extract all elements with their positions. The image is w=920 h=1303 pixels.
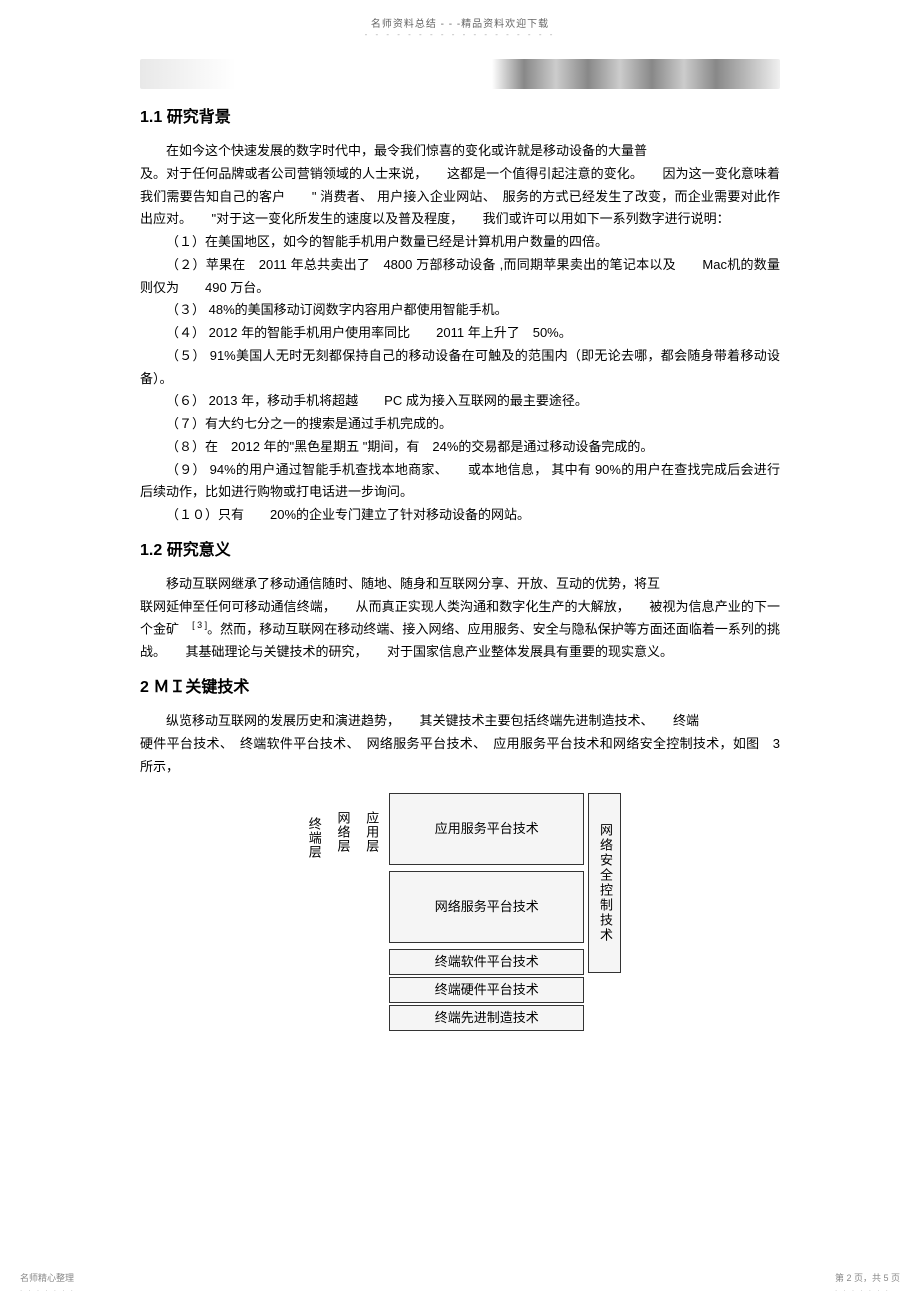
citation-superscript: [ 3 ] [192,620,207,630]
heading-1-2: 1.2 研究意义 [140,537,780,565]
list-item-5: （５） 91%美国人无时无刻都保持自己的移动设备在可触及的范围内（即无论去哪，都… [140,345,780,391]
list-item-10: （１０）只有 20%的企业专门建立了针对移动设备的网站。 [140,504,780,527]
list-item-1: （１）在美国地区，如今的智能手机用户数量已经是计算机用户数量的四倍。 [140,231,780,254]
label-net-layer: 网络层 [328,793,357,871]
box-net-service: 网络服务平台技术 [389,871,584,943]
list-item-3: （３） 48%的美国移动订阅数字内容用户都使用智能手机。 [140,299,780,322]
s2-paragraph-cont: 硬件平台技术、 终端软件平台技术、 网络服务平台技术、 应用服务平台技术和网络安… [140,733,780,779]
s1-2-text-b: 。然而，移动互联网在移动终端、接入网络、应用服务、安全与隐私保护等方面还面临着一… [140,622,780,660]
s1-2-paragraph-cont: 联网延伸至任何可移动通信终端， 从而真正实现人类沟通和数字化生产的大解放， 被视… [140,596,780,665]
label-app-layer: 应用层 [357,793,386,871]
intro-paragraph-line1: 在如今这个快速发展的数字时代中，最令我们惊喜的变化或许就是移动设备的大量普 [140,140,780,163]
list-item-7: （７）有大约七分之一的搜索是通过手机完成的。 [140,413,780,436]
footer-right-dots: . . . . . . . [835,1284,900,1293]
label-term-layer: 终端层 [299,793,328,883]
page-header-line1: 名师资料总结 - - -精品资料欢迎下载 [0,0,920,30]
footer-right-text: 第 2 页，共 5 页 [835,1271,900,1284]
box-app-service: 应用服务平台技术 [389,793,584,865]
figure-main-boxes: 应用服务平台技术 网络服务平台技术 终端软件平台技术 终端硬件平台技术 终端先进… [389,793,584,1031]
list-item-9: （９） 94%的用户通过智能手机查找本地商家、 或本地信息， 其中有 90%的用… [140,459,780,505]
intro-paragraph-cont: 及。对于任何品牌或者公司营销领域的人士来说， 这都是一个值得引起注意的变化。 因… [140,163,780,231]
list-item-6: （６） 2013 年，移动手机将超越 PC 成为接入互联网的最主要途径。 [140,390,780,413]
heading-1-1: 1.1 研究背景 [140,104,780,132]
box-security-side: 网络安全控制技术 [588,793,621,973]
box-term-software: 终端软件平台技术 [389,949,584,975]
main-content: 1.1 研究背景 在如今这个快速发展的数字时代中，最令我们惊喜的变化或许就是移动… [140,104,780,1031]
box-term-hardware: 终端硬件平台技术 [389,977,584,1003]
list-item-8: （８）在 2012 年的"黑色星期五 "期间，有 24%的交易都是通过移动设备完… [140,436,780,459]
footer-left: 名师精心整理 . . . . . . . [20,1271,75,1293]
terminal-box-group: 终端软件平台技术 终端硬件平台技术 终端先进制造技术 [389,949,584,1031]
figure-layer-labels: 应用层 网络层 终端层 [299,793,385,1031]
heading-2: 2 ＭＩ关键技术 [140,674,780,702]
list-item-4: （４） 2012 年的智能手机用户使用率同比 2011 年上升了 50%。 [140,322,780,345]
decorative-banner [140,59,780,89]
box-term-manufacture: 终端先进制造技术 [389,1005,584,1031]
architecture-figure: 应用层 网络层 终端层 应用服务平台技术 网络服务平台技术 终端软件平台技术 终… [140,793,780,1031]
s1-2-paragraph-line1: 移动互联网继承了移动通信随时、随地、随身和互联网分享、开放、互动的优势，将互 [140,573,780,596]
s2-paragraph-line1: 纵览移动互联网的发展历史和演进趋势， 其关键技术主要包括终端先进制造技术、 终端 [140,710,780,733]
page-header-line2: - - - - - - - - - - - - - - - - - - [0,30,920,39]
footer-left-dots: . . . . . . . [20,1284,75,1293]
footer-left-text: 名师精心整理 [20,1271,75,1284]
list-item-2: （２）苹果在 2011 年总共卖出了 4800 万部移动设备 ,而同期苹果卖出的… [140,254,780,300]
footer-right: 第 2 页，共 5 页 . . . . . . . [835,1271,900,1293]
